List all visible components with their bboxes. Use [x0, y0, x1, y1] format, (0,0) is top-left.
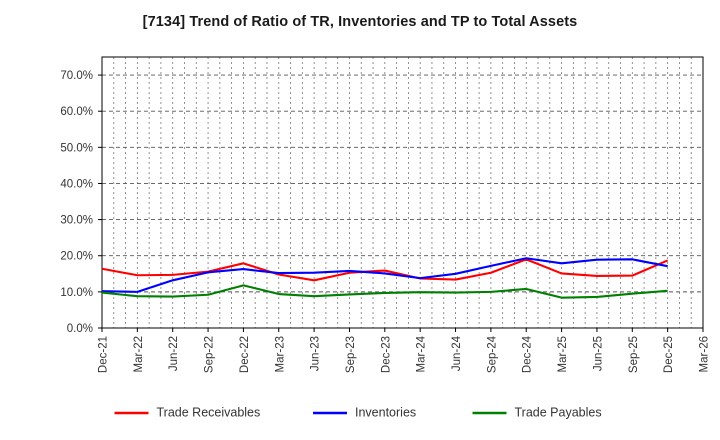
y-axis-tick-label: 30.0%	[60, 215, 93, 227]
ytick-labels: 0.0% 10.0% 20.0% 30.0% 40.0% 50.0% 60.0% 70.0%	[60, 70, 102, 335]
x-axis-tick-label: Mar-25	[557, 336, 569, 372]
x-axis-tick-label: Mar-24	[416, 335, 428, 372]
legend-item[interactable]: Trade Receivables	[114, 405, 261, 419]
legend-item[interactable]: Trade Payables	[472, 405, 602, 419]
y-axis-tick-label: 70.0%	[60, 70, 93, 82]
x-axis-tick-label: Dec-24	[522, 335, 534, 373]
y-axis-tick-label: 60.0%	[60, 106, 93, 118]
x-axis-tick-label: Dec-23	[380, 336, 392, 373]
x-axis-tick-label: Sep-22	[204, 336, 216, 373]
x-axis-tick-label: Dec-21	[98, 336, 110, 373]
legend-item[interactable]: Inventories	[313, 405, 416, 419]
chart-title: [7134] Trend of Ratio of TR, Inventories…	[142, 14, 578, 30]
legend-label: Trade Payables	[515, 405, 602, 419]
x-axis-tick-label: Mar-26	[699, 336, 711, 372]
x-axis-tick-label: Mar-22	[133, 336, 145, 372]
xtick-labels: Dec-21 Mar-22 Jun-22 Sep-22 Dec-22 Mar-23 Jun-…	[98, 328, 711, 373]
x-axis-tick-label: Dec-25	[663, 336, 675, 373]
y-axis-tick-label: 0.0%	[67, 323, 93, 335]
y-axis-tick-label: 40.0%	[60, 178, 93, 190]
x-axis-tick-label: Dec-22	[239, 336, 251, 373]
series-line-trade-payables	[101, 284, 668, 299]
axis-frame-path	[101, 56, 704, 329]
y-axis-tick-label: 10.0%	[60, 287, 93, 299]
x-axis-tick-label: Jun-24	[451, 335, 463, 371]
series-line-inventories	[101, 257, 668, 293]
grid-major-group	[102, 74, 703, 293]
chart-legend: Trade Receivables Inventories Trade Payabl…	[114, 405, 602, 419]
y-axis-tick-label: 50.0%	[60, 142, 93, 154]
grid-minor-group	[101, 57, 704, 328]
x-axis-tick-label: Sep-24	[486, 335, 498, 373]
x-axis-tick-label: Sep-25	[628, 336, 640, 373]
series-line-trade-receivables	[101, 258, 669, 282]
axis-frame	[101, 56, 704, 329]
x-axis-tick-label: Mar-23	[274, 336, 286, 372]
y-axis-tick-label: 20.0%	[60, 251, 93, 263]
x-axis-tick-label: Jun-22	[168, 336, 180, 371]
legend-label: Trade Receivables	[157, 405, 261, 419]
series-group	[101, 257, 669, 299]
legend-label: Inventories	[355, 405, 416, 419]
x-axis-tick-label: Jun-23	[310, 336, 322, 371]
x-axis-tick-label: Jun-25	[592, 336, 604, 371]
x-axis-tick-label: Sep-23	[345, 336, 357, 373]
